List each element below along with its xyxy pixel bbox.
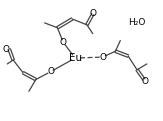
Text: O: O (141, 77, 148, 86)
Text: Eu: Eu (69, 53, 82, 63)
Text: O: O (47, 67, 54, 76)
Text: O: O (60, 38, 67, 47)
Text: O: O (99, 53, 106, 62)
Text: O: O (89, 9, 96, 18)
Text: O: O (3, 45, 10, 54)
Text: H₂O: H₂O (128, 18, 146, 27)
